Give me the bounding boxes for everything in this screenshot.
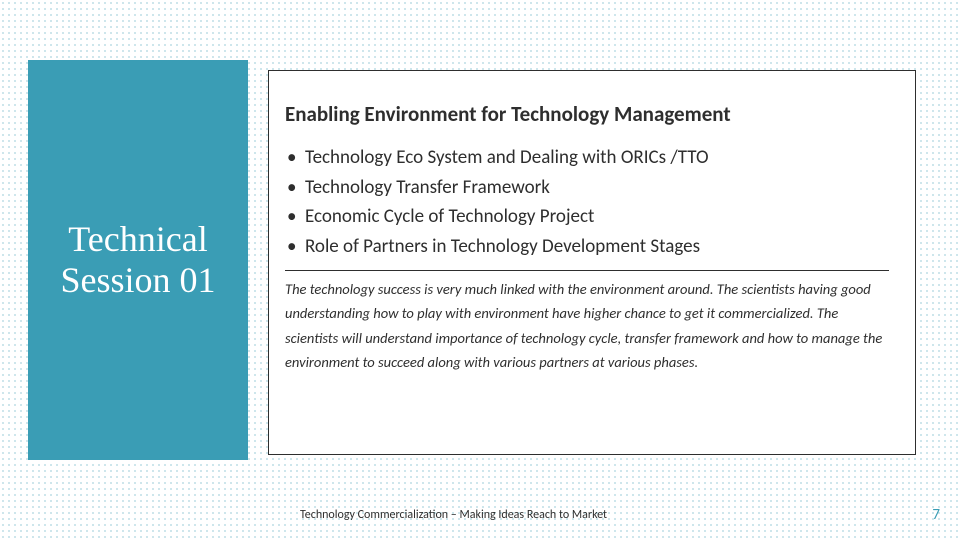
bullet-item: Technology Eco System and Dealing with O…	[285, 145, 889, 171]
session-title-line1: Technical	[68, 219, 207, 259]
bullet-list: Technology Eco System and Dealing with O…	[285, 145, 889, 260]
session-title-line2: Session 01	[60, 260, 215, 300]
footer-text: Technology Commercialization – Making Id…	[300, 508, 607, 522]
divider-line	[285, 270, 889, 271]
session-title: Technical Session 01	[60, 219, 215, 302]
description-paragraph: The technology success is very much link…	[285, 277, 889, 376]
content-heading: Enabling Environment for Technology Mana…	[285, 101, 889, 127]
bullet-item: Role of Partners in Technology Developme…	[285, 234, 889, 260]
content-box: Enabling Environment for Technology Mana…	[268, 70, 916, 455]
slide-container: Technical Session 01 Enabling Environmen…	[0, 0, 960, 540]
bullet-item: Economic Cycle of Technology Project	[285, 204, 889, 230]
bullet-item: Technology Transfer Framework	[285, 175, 889, 201]
page-number: 7	[932, 506, 940, 524]
left-panel: Technical Session 01	[28, 60, 248, 460]
